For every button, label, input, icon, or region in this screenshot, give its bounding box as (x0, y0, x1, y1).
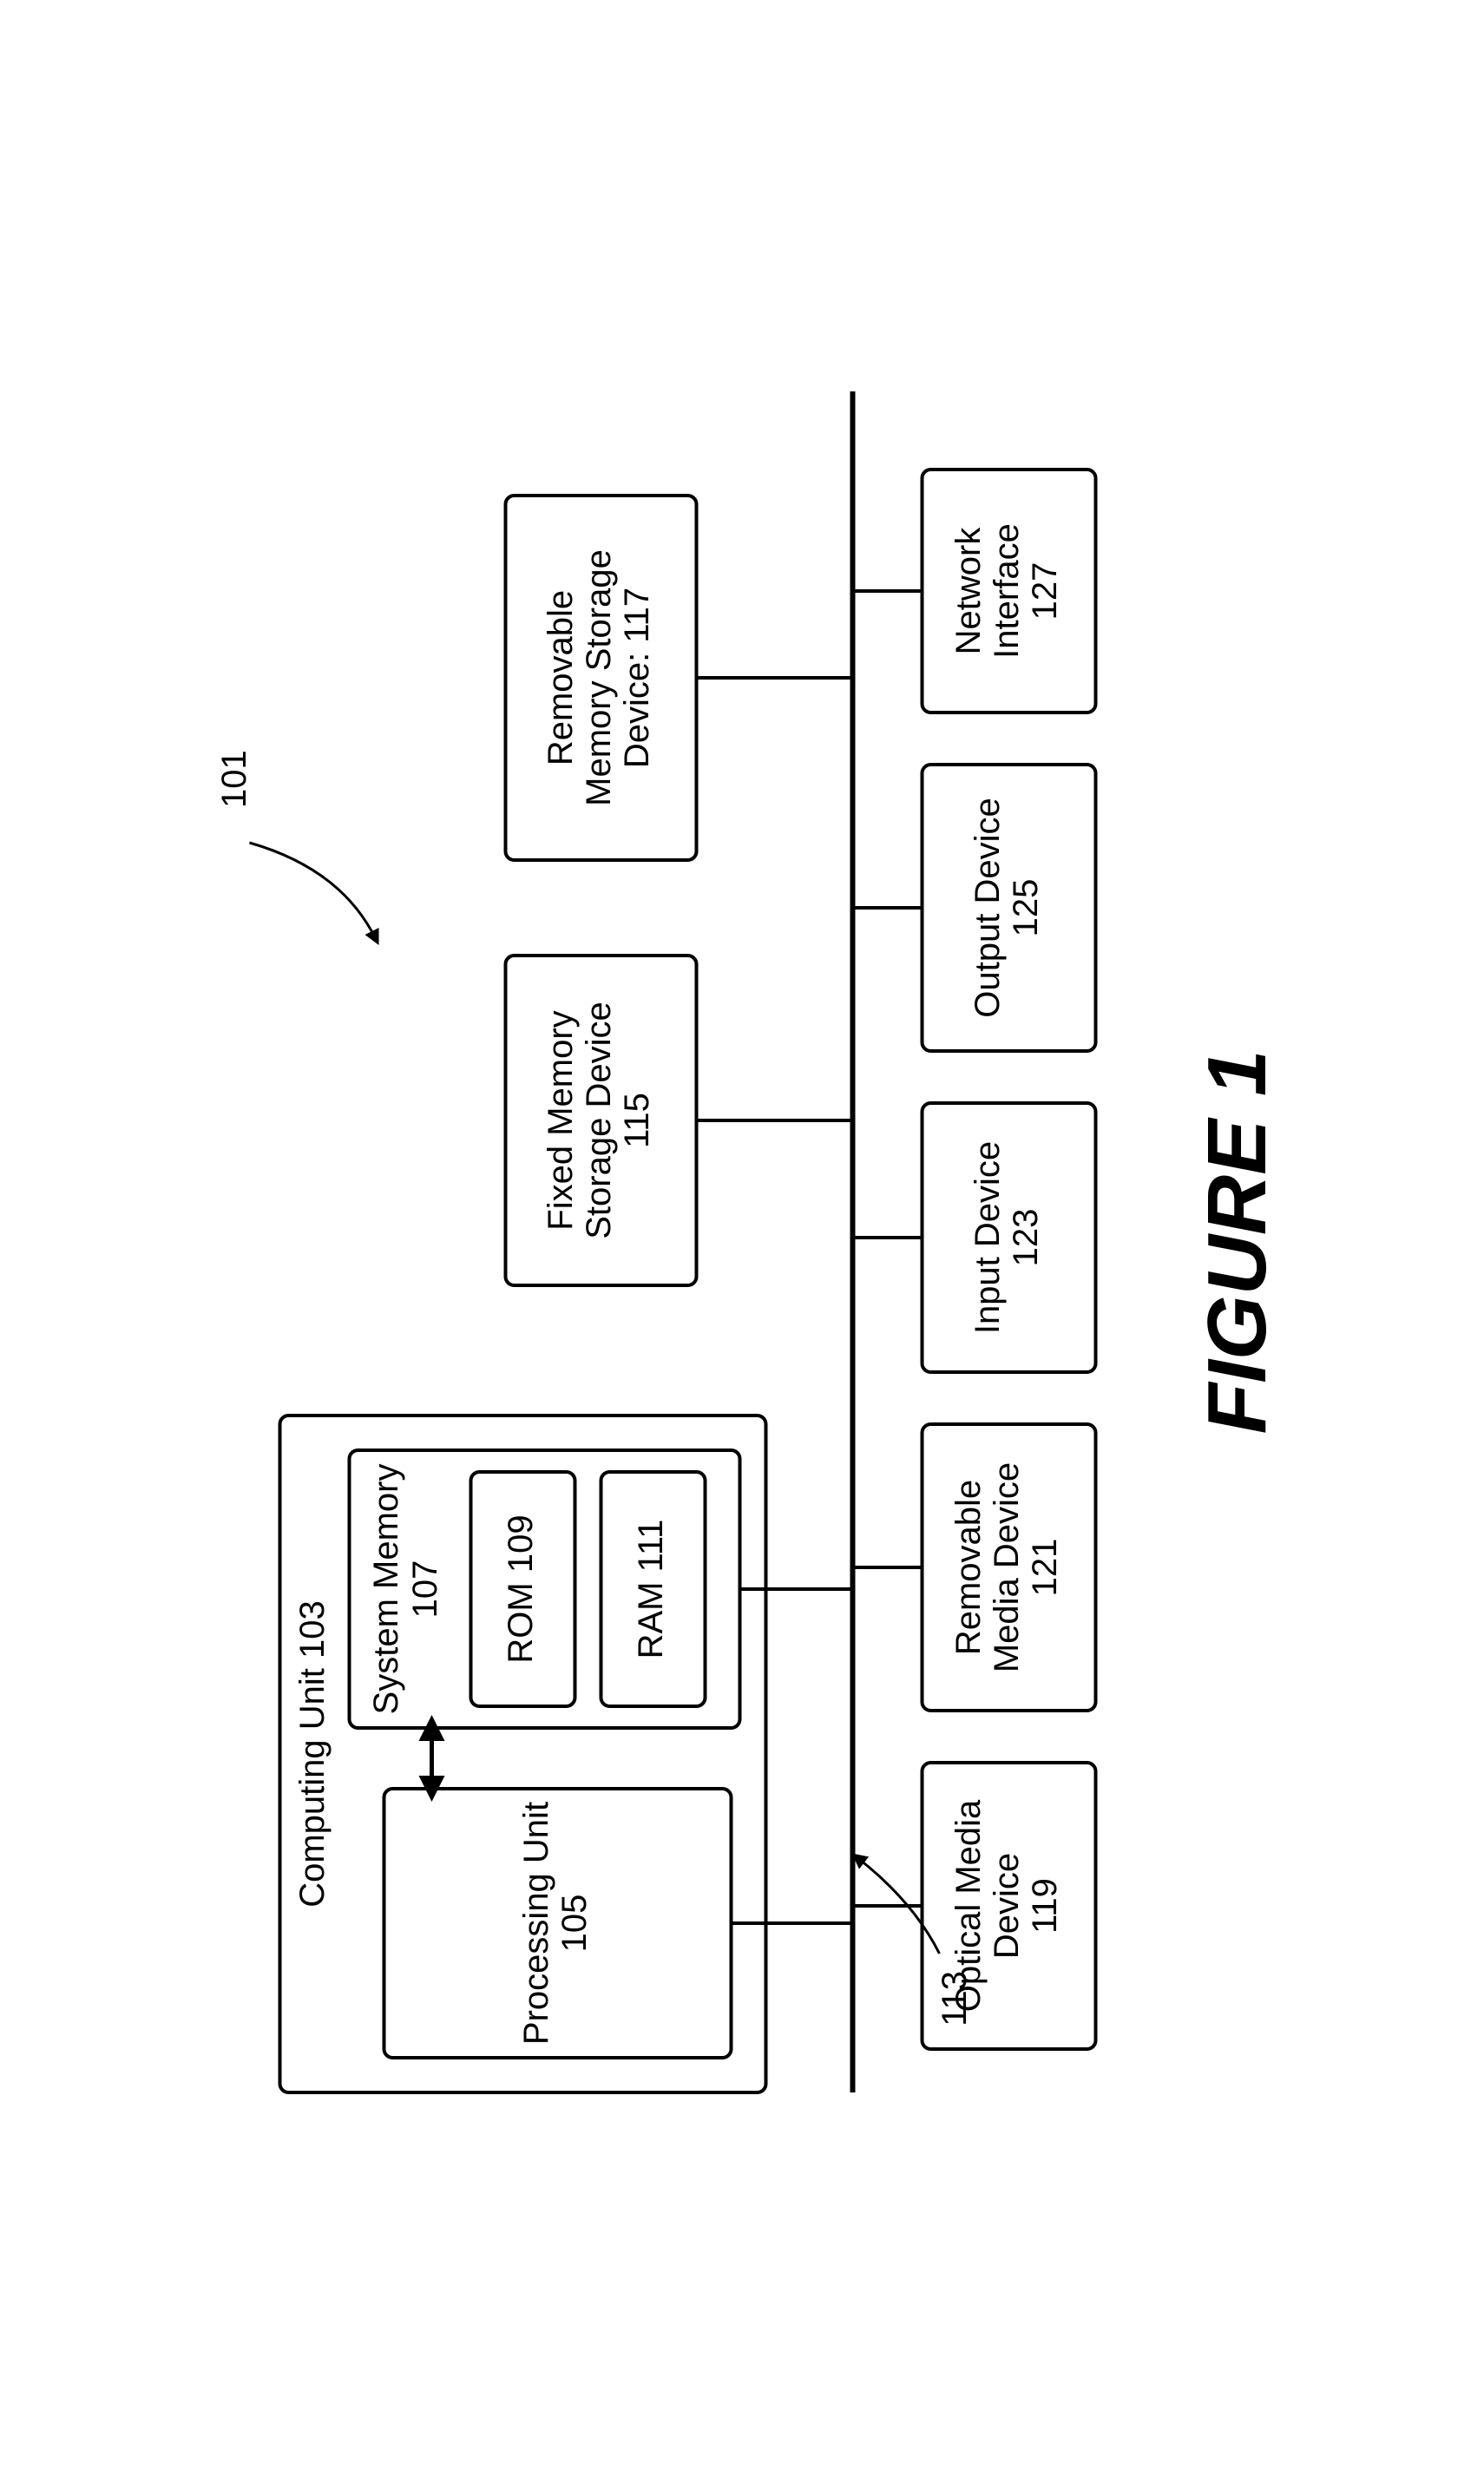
block-diagram: Computing Unit 103 Processing Unit105 Syst… (176, 287, 1304, 2197)
processing-unit-ref: 105 (555, 1894, 594, 1952)
network-interface-line-0: Network (949, 526, 988, 654)
removable-media-line-0: Removable (949, 1479, 988, 1654)
ram-label: RAM 111 (632, 1519, 670, 1659)
page: Computing Unit 103 Processing Unit105 Syst… (0, 0, 1484, 2483)
fixed-memory-ref: 115 (618, 1093, 656, 1148)
optical-media-line-1: Device (988, 1852, 1026, 1958)
removable-memory-l3: Device: 117 (618, 587, 656, 767)
processing-unit-label: Processing Unit (517, 1801, 555, 2044)
fixed-memory-l2: Storage Device (580, 1002, 618, 1238)
removable-media-line-2: 121 (1026, 1538, 1064, 1596)
figure-ref-label: 101 (215, 750, 253, 808)
diagram-rotated-wrap: Computing Unit 103 Processing Unit105 Syst… (176, 287, 1309, 2197)
output-device-line-1: 125 (1007, 878, 1045, 936)
removable-media-line-1: Media Device (988, 1462, 1026, 1672)
fixed-memory-l1: Fixed Memory (542, 1010, 580, 1230)
output-device-line-0: Output Device (969, 798, 1007, 1017)
input-device-line-0: Input Device (969, 1140, 1007, 1333)
removable-memory-l1: Removable (542, 589, 580, 765)
figure-title: FIGURE 1 (1191, 1049, 1284, 1434)
system-memory-ref: 107 (406, 1560, 444, 1618)
figure-ref-pointer (250, 843, 376, 938)
input-device-line-1: 123 (1007, 1208, 1045, 1266)
rom-label: ROM 109 (502, 1514, 540, 1663)
network-interface-line-2: 127 (1026, 562, 1064, 620)
bus-ref-label: 113 (936, 1971, 974, 2026)
computing-unit-label: Computing Unit 103 (293, 1600, 332, 1908)
network-interface-line-1: Interface (988, 523, 1026, 659)
removable-memory-l2: Memory Storage (580, 549, 618, 806)
optical-media-line-2: 119 (1026, 1878, 1064, 1934)
system-memory-label: System Memory (367, 1463, 405, 1714)
